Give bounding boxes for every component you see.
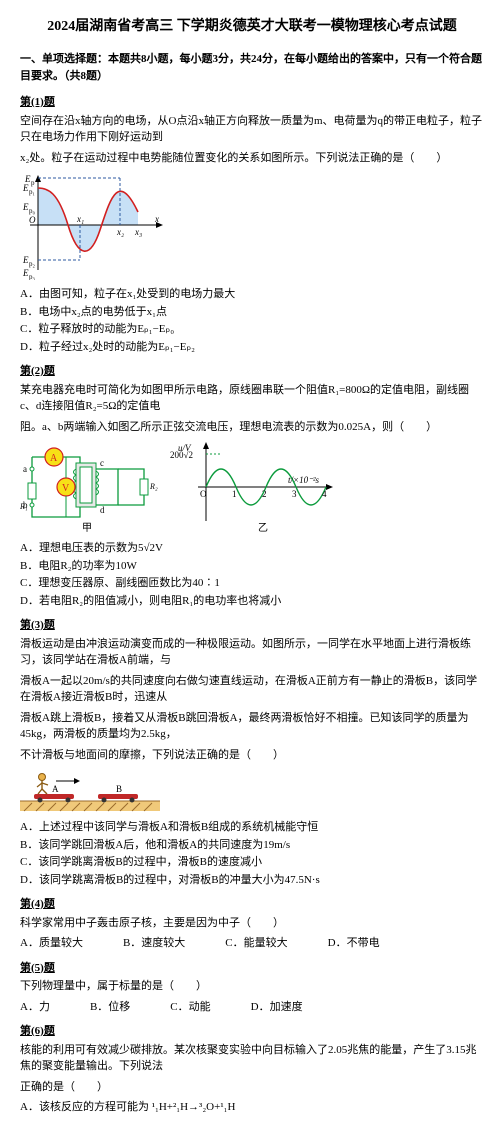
q1-optA: A．由图可知，粒子在x₁处受到的电场力最大 [20,286,484,303]
svg-text:A: A [50,453,58,464]
q5-head: 第(5)题 [20,960,484,977]
svg-text:x₁: x₁ [76,214,84,224]
q2-optB: B．电阻R₂的功率为10W [20,558,484,575]
q2-circuit-figure: A a b R₁ c d V R₂ 甲 [20,439,160,534]
q3-stem-2: 滑板A一起以20m/s的共同速度向右做匀速直线运动，在滑板A正前方有一静止的滑板… [20,673,484,706]
q6-stem-2: 正确的是（ ） [20,1079,484,1096]
svg-text:R₁: R₁ [20,502,28,511]
q5-stem: 下列物理量中，属于标量的是（ ） [20,978,484,995]
q1-stem-1: 空间存在沿x轴方向的电场，从O点沿x轴正方向释放一质量为m、电荷量为q的带正电粒… [20,113,484,146]
svg-text:c: c [100,458,104,468]
q1-optB: B．电场中x₂点的电势低于x₁点 [20,304,484,321]
page-title: 2024届湖南省考高三 下学期炎德英才大联考一模物理核心考点试题 [20,16,484,37]
q3-optB: B．该同学跳回滑板A后，他和滑板A的共同速度为19m/s [20,837,484,854]
svg-text:t/×10⁻²s: t/×10⁻²s [288,475,320,485]
q1-figure: Ep Ep₁ Ep₀ O Ep₂ Ep₃ x₁ x₂ x₃ x [20,170,170,280]
section-header: 一、单项选择题：本题共8小题，每小题3分，共24分，在每小题给出的答案中，只有一… [20,51,484,84]
q3-optA: A．上述过程中该同学与滑板A和滑板B组成的系统机械能守恒 [20,819,484,836]
svg-text:x₃: x₃ [134,227,142,237]
q2-optD: D．若电阻R₂的阻值减小，则电阻R₁的电功率也将减小 [20,593,484,610]
svg-text:R₂: R₂ [149,482,158,491]
q1-optC: C．粒子释放时的动能为Eₚ₁−Eₚ₀ [20,321,484,338]
svg-text:V: V [62,483,70,494]
q3-stem-1: 滑板运动是由冲浪运动演变而成的一种极限运动。如图所示，一同学在水平地面上进行滑板… [20,636,484,669]
q4-stem: 科学家常用中子轰击原子核，主要是因为中子（ ） [20,915,484,932]
svg-text:x: x [154,214,159,224]
svg-text:E: E [22,268,29,278]
q3-figure: A B [20,767,160,813]
q1-optD: D．粒子经过x₂处时的动能为Eₚ₁−Eₚ₂ [20,339,484,356]
svg-text:1: 1 [232,489,237,499]
svg-text:p: p [31,179,35,187]
q2-head: 第(2)题 [20,363,484,380]
q3-head: 第(3)题 [20,617,484,634]
q5-optA: A．力 [20,999,50,1016]
svg-text:p₃: p₃ [29,273,36,280]
q4-optB: B．速度较大 [123,935,185,952]
svg-text:d: d [100,505,105,515]
svg-text:3: 3 [292,489,297,499]
q2-optA: A．理想电压表的示数为5√2V [20,540,484,557]
svg-text:200√2: 200√2 [170,450,193,460]
q3-optC: C．该同学跳离滑板B的过程中，滑板B的速度减小 [20,854,484,871]
svg-text:a: a [23,464,27,474]
svg-text:甲: 甲 [82,523,92,534]
svg-text:p₂: p₂ [29,260,36,268]
q3-optD: D．该同学跳离滑板B的过程中，对滑板B的冲量大小为47.5N·s [20,872,484,889]
q2-optC: C．理想变压器原、副线圈匝数比为40∶1 [20,575,484,592]
svg-text:p₀: p₀ [29,207,36,215]
q5-optC: C．动能 [170,999,210,1016]
svg-text:O: O [200,489,207,499]
svg-text:O: O [29,215,36,225]
q4-optD: D．不带电 [328,935,380,952]
svg-text:E: E [22,255,29,265]
q2-stem-2: 阻。a、b两端输入如图乙所示正弦交流电压，理想电流表的示数为0.025A，则（ … [20,419,484,436]
svg-text:p₁: p₁ [29,188,35,196]
q1-head: 第(1)题 [20,94,484,111]
q4-head: 第(4)题 [20,896,484,913]
q6-optA: A．该核反应的方程可能为 ¹₁H+²₁H→³₂O+¹₁H [20,1099,484,1116]
svg-text:x₂: x₂ [116,227,124,237]
q6-head: 第(6)题 [20,1023,484,1040]
q4-optA: A．质量较大 [20,935,83,952]
q4-optC: C．能量较大 [225,935,287,952]
q6-stem-1: 核能的利用可有效减少碳排放。某次核聚变实验中向目标输入了2.05兆焦的能量，产生… [20,1042,484,1075]
svg-text:4: 4 [322,489,327,499]
q2-stem-1: 某充电器充电时可简化为如图甲所示电路，原线圈串联一个阻值R₁=800Ω的定值电阻… [20,382,484,415]
svg-text:E: E [22,183,29,193]
svg-text:B: B [116,784,122,794]
svg-text:E: E [22,202,29,212]
q3-stem-3: 滑板A跳上滑板B，接着又从滑板B跳回滑板A，最终两滑板恰好不相撞。已知该同学的质… [20,710,484,743]
svg-text:A: A [52,784,59,794]
svg-text:乙: 乙 [258,522,268,534]
q5-optB: B．位移 [90,999,130,1016]
q2-sine-figure: u/V 200√2 O 1 2 3 4 t/×10⁻²s 乙 [170,439,340,534]
q1-stem-2: x₂处。粒子在运动过程中电势能随位置变化的关系如图所示。下列说法正确的是（ ） [20,150,484,167]
q3-stem-4: 不计滑板与地面间的摩擦，下列说法正确的是（ ） [20,747,484,764]
q5-optD: D．加速度 [251,999,303,1016]
svg-text:2: 2 [262,489,267,499]
